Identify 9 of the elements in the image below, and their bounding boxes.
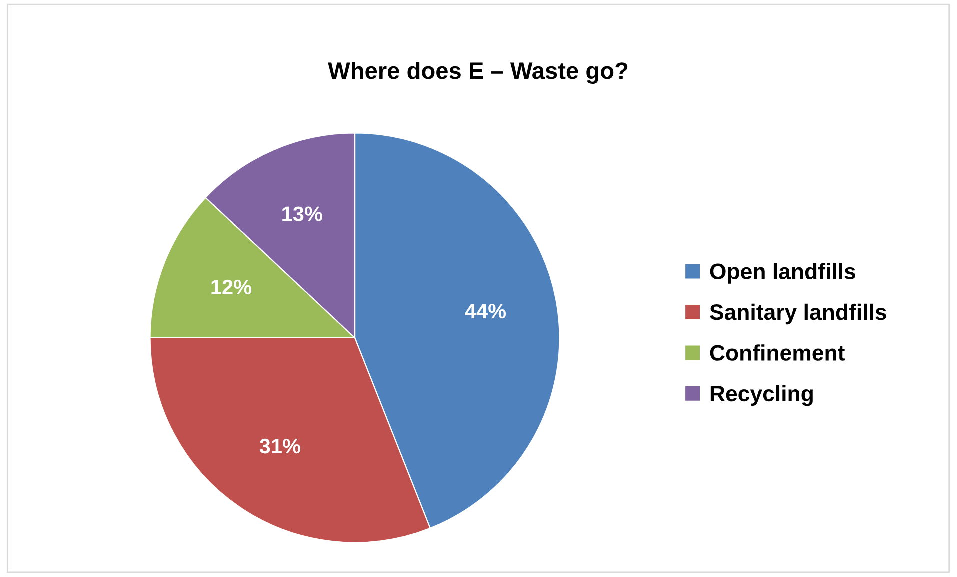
data-label: 12% (212, 280, 252, 295)
data-label: 13% (282, 206, 322, 222)
data-label: 31% (260, 438, 300, 454)
legend-label: Recycling (710, 385, 813, 406)
legend-label: Confinement (710, 344, 845, 361)
legend-label: Sanitary landfills (710, 304, 886, 325)
chart-title: Where does E – Waste go? (328, 62, 628, 84)
data-label: 44% (465, 304, 506, 319)
legend-label: Open landfills (710, 263, 856, 284)
